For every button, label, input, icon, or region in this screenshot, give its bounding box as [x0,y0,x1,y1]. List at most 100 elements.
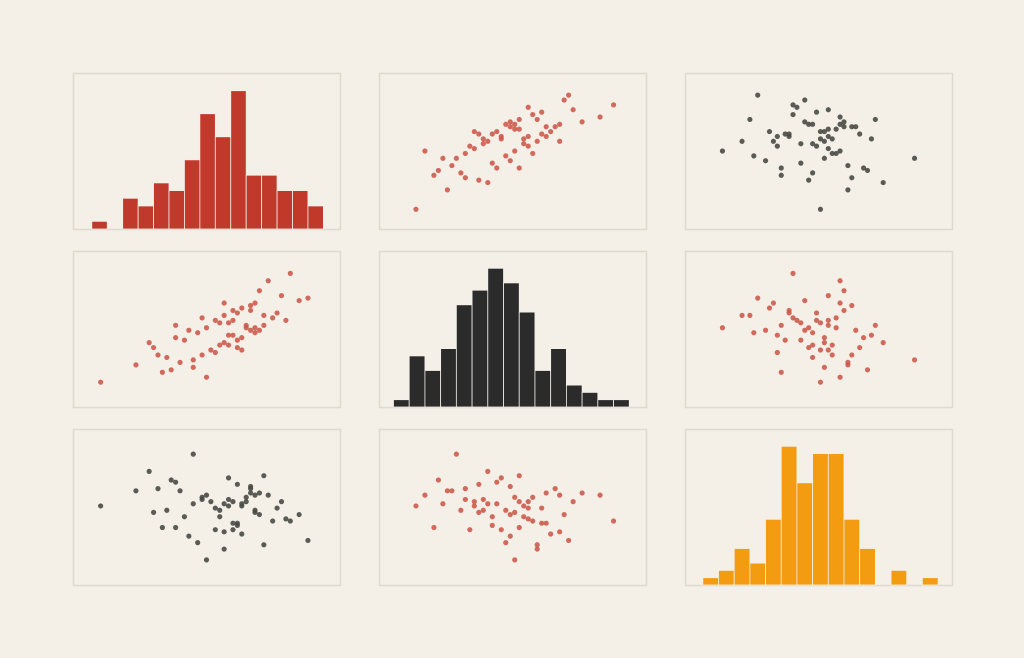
scatter-point [597,492,603,498]
scatter-point [221,501,227,507]
scatter-point [225,496,232,503]
scatter-point [248,302,254,309]
scatter-point [543,133,549,140]
scatter-point [798,160,804,166]
scatter-point [212,505,218,511]
scatter-point [794,317,800,323]
histogram-bar [859,548,876,586]
histogram-bar [487,267,504,408]
scatter-point [857,131,863,137]
scatter-point [177,359,183,365]
scatter-point [507,533,513,539]
scatter-point [494,165,500,171]
scatter-point [837,114,843,120]
scatter-point [817,347,824,353]
scatter-point [570,499,576,505]
scatter-point [821,364,827,370]
scatter-point [476,131,482,137]
scatter-point [217,342,223,348]
scatter-point [853,124,859,130]
scatter-point [173,335,179,341]
histogram-bar [424,370,442,408]
scatter-point [841,124,847,130]
scatter-point [296,297,302,304]
scatter-point [810,170,816,176]
histogram-bar [565,384,583,408]
scatter-point [476,481,482,487]
scatter-point [821,155,827,161]
scatter-point [548,128,554,135]
scatter-point [471,499,477,505]
scatter-point [806,121,812,127]
scatter-point [221,312,227,318]
histogram-bar [276,190,293,230]
scatter-point [566,537,572,544]
scatter-point [440,155,446,161]
scatter-point [133,362,139,368]
scatter-point [480,136,486,142]
histogram-bar [921,577,939,586]
scatter-point [225,475,232,481]
scatter-point [507,158,513,164]
scatter-point [798,320,804,326]
scatter-point [810,121,816,127]
scatter-point [610,518,617,524]
scatter-point [234,337,240,343]
scatter-point [431,524,437,531]
scatter-point [821,128,827,135]
histogram-bar [230,90,247,230]
scatter-point [849,352,855,358]
scatter-point [186,533,192,539]
scatter-point [489,160,495,166]
scatter-point [507,119,513,125]
scatter-point [256,511,263,518]
scatter-point [778,369,784,375]
scatter-point [778,165,784,171]
scatter-point [825,145,831,152]
histogram-bar [307,205,324,230]
scatter-point [806,344,812,351]
scatter-point [217,514,223,520]
scatter-point [274,310,280,316]
scatter-point [821,138,827,144]
scatter-point [252,300,258,306]
scatter-point [234,344,240,351]
scatter-point [225,320,232,326]
scatter-point [516,126,522,132]
scatter-point [557,529,563,535]
scatter-point [239,335,245,341]
scatter-point [762,327,769,333]
scatter-point [195,330,201,336]
scatter-point [252,325,258,331]
scatter-point [243,499,249,505]
histogram-bar [440,348,457,408]
scatter-point [480,141,486,147]
scatter-point [530,494,536,500]
scatter-point [453,155,459,161]
scatter-point [453,451,459,457]
scatter-point [494,501,500,507]
scatter-point [597,114,603,120]
histogram-bar [292,190,309,230]
scatter-point [543,520,549,526]
scatter-point [431,172,437,178]
histogram-bar [518,311,536,408]
scatter-point [507,511,513,518]
scatter-point [534,542,540,548]
scatter-point [860,335,867,341]
scatter-point [248,327,254,333]
scatter-point [248,490,254,496]
histogram-bar [153,182,170,230]
scatter-point [802,297,808,304]
scatter-point [471,503,477,509]
scatter-point [766,128,773,135]
scatter-point [252,492,258,498]
scatter-point [534,116,540,123]
scatter-point [719,148,726,154]
histogram-bar [122,197,139,230]
scatter-point [512,126,518,132]
scatter-point [747,312,753,318]
scatter-point [825,133,831,140]
scatter-point [539,131,545,137]
scatter-point [230,520,236,526]
